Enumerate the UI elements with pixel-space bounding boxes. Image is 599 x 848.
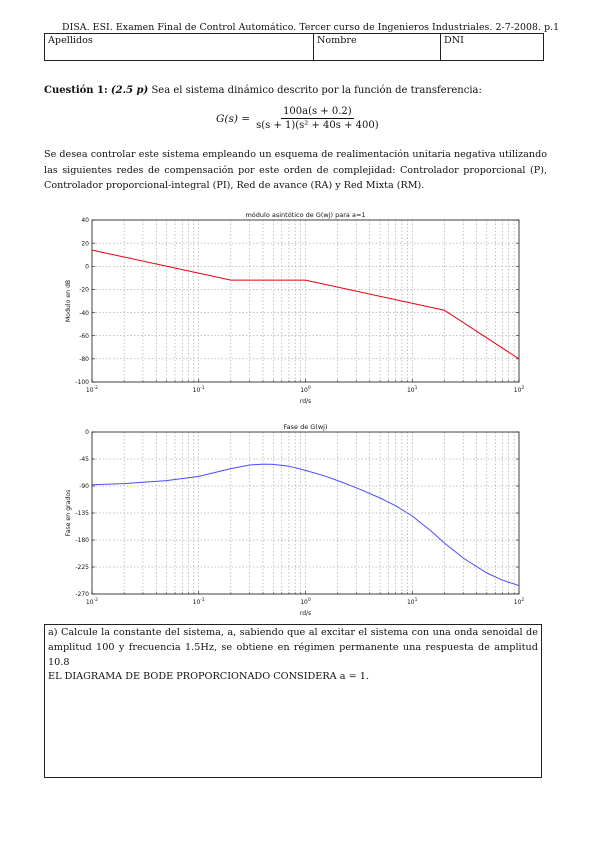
magnitude-plot: módulo asintótico de G(wj) para a=1 -100 -… — [65, 211, 525, 405]
question-a-text: a) Calcule la constante del sistema, a, … — [48, 627, 538, 668]
plot-title: Fase de G(wj) — [284, 423, 328, 431]
name-field[interactable]: Nombre — [313, 33, 441, 61]
tf-numerator: 100a(s + 0.2) — [281, 106, 354, 119]
page-header: DISA. ESI. Examen Final de Control Autom… — [62, 22, 560, 33]
answer-box[interactable]: a) Calcule la constante del sistema, a, … — [44, 624, 542, 778]
y-tick-label: -60 — [79, 333, 89, 340]
bode-note: EL DIAGRAMA DE BODE PROPORCIONADO CONSID… — [48, 671, 370, 683]
y-tick-label: -225 — [75, 564, 89, 571]
y-tick-label: -90 — [79, 483, 89, 490]
x-tick-label: 10-2 — [86, 385, 98, 394]
y-tick-label: -135 — [75, 510, 89, 517]
y-tick-label: -45 — [79, 456, 89, 463]
plot-title: módulo asintótico de G(wj) para a=1 — [245, 211, 365, 219]
y-tick-label: -20 — [79, 287, 89, 294]
x-tick-label: 102 — [514, 597, 525, 606]
y-tick-label: -180 — [75, 537, 89, 544]
question-points: (2.5 p) — [110, 85, 149, 96]
problem-paragraph: Se desea controlar este sistema empleand… — [44, 149, 547, 192]
question-heading: Cuestión 1: (2.5 p) Sea el sistema dinám… — [44, 85, 482, 96]
x-tick-label: 10-1 — [193, 597, 205, 606]
phase-curve — [91, 463, 520, 587]
transfer-function: G(s) = 100a(s + 0.2) s(s + 1)(s² + 40s +… — [216, 106, 379, 131]
y-tick-label: 20 — [81, 240, 89, 247]
x-tick-label: 100 — [300, 385, 311, 394]
y-tick-label: 0 — [85, 263, 89, 270]
magnitude-curve — [91, 249, 520, 360]
tf-denominator: s(s + 1)(s² + 40s + 400) — [256, 120, 379, 131]
y-tick-label: -80 — [79, 356, 89, 363]
question-intro: Sea el sistema dinámico descrito por la … — [151, 85, 482, 96]
student-id-table: Apellidos Nombre DNI — [44, 33, 544, 61]
y-axis-label: Modulo en dB — [65, 280, 72, 322]
x-tick-label: 10-2 — [86, 597, 98, 606]
x-axis-label: rd/s — [300, 398, 311, 405]
tf-lhs: G(s) = — [216, 112, 251, 125]
y-axis-label: Fase en grados — [65, 490, 72, 537]
x-axis-label: rd/s — [300, 610, 311, 617]
phase-plot: Fase de G(wj) -270 -225 -180 -135 -90 -45 0 10-2… — [65, 423, 525, 617]
surname-field[interactable]: Apellidos — [44, 33, 314, 61]
question-label: Cuestión 1: — [44, 85, 108, 96]
x-tick-label: 100 — [300, 597, 311, 606]
x-tick-label: 102 — [514, 385, 525, 394]
x-tick-label: 101 — [407, 597, 418, 606]
y-tick-label: 0 — [85, 429, 89, 436]
dni-field[interactable]: DNI — [440, 33, 544, 61]
x-tick-label: 10-1 — [193, 385, 205, 394]
y-tick-label: -40 — [79, 310, 89, 317]
y-tick-label: -270 — [75, 591, 89, 598]
y-tick-label: -100 — [75, 379, 89, 386]
x-tick-label: 101 — [407, 385, 418, 394]
y-tick-label: 40 — [81, 217, 89, 224]
